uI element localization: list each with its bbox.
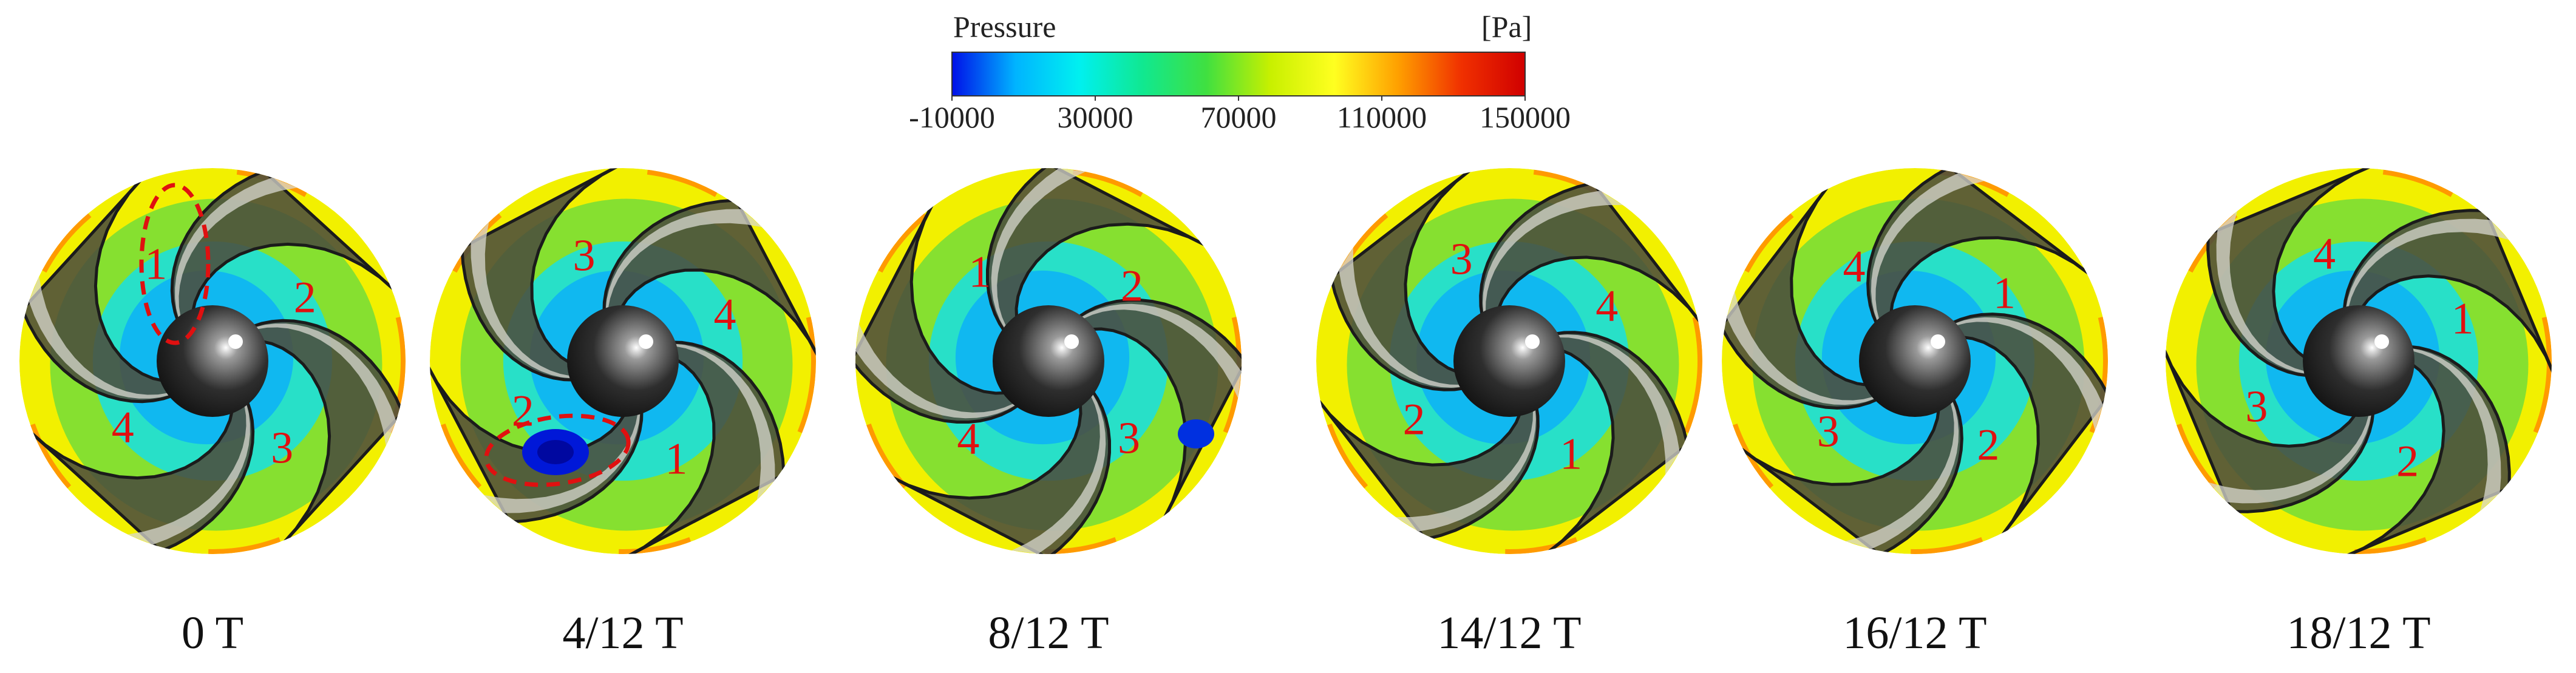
panel-time-label: 14/12 T	[1437, 607, 1582, 658]
hub-specular	[1525, 334, 1540, 349]
blade-number: 2	[1120, 261, 1143, 311]
blade-number: 2	[2396, 436, 2419, 487]
panel-time-label: 4/12 T	[562, 607, 684, 658]
rim-edge	[1722, 168, 2108, 554]
blade-number: 2	[511, 386, 534, 436]
impeller-panel	[19, 168, 406, 554]
hub-specular	[2374, 334, 2389, 349]
blade-number: 1	[144, 239, 168, 289]
colorbar-title: Pressure	[953, 10, 1056, 44]
blade-highlight	[1845, 392, 1959, 549]
colorbar-tick-label: 110000	[1336, 100, 1427, 134]
blade-number: 4	[2313, 229, 2336, 279]
blade-highlight	[1483, 191, 1623, 323]
blade-highlight	[2208, 404, 2373, 504]
blade-number: 1	[665, 434, 688, 484]
impeller-panel	[1316, 168, 1702, 554]
panel-time-label: 8/12 T	[988, 607, 1109, 658]
blade-highlight	[1946, 317, 2103, 431]
blade-highlight	[1339, 247, 1471, 388]
colorbar	[951, 52, 1526, 96]
impeller-blade	[2166, 344, 2375, 513]
blade-number: 2	[293, 272, 316, 323]
hub	[1859, 305, 1971, 417]
blade-number: 3	[1450, 234, 1473, 285]
impeller-panel	[1722, 168, 2108, 554]
blade-highlight	[1395, 399, 1536, 532]
blade-number: 4	[111, 402, 134, 453]
blade-number: 2	[1402, 394, 1426, 445]
rim-edge	[430, 168, 816, 554]
rim-edge	[19, 168, 406, 554]
blade-highlight	[665, 343, 775, 500]
annotation-ellipse	[139, 183, 211, 345]
hub-specular	[1931, 334, 1945, 349]
impeller-blade	[2342, 345, 2511, 554]
colorbar-unit: [Pa]	[1481, 10, 1532, 44]
blade-highlight	[471, 222, 581, 379]
blade-highlight	[175, 177, 297, 328]
colorbar-tick-label: 70000	[1200, 100, 1277, 134]
blade-number: 3	[573, 231, 596, 281]
low-pressure-core	[537, 440, 574, 464]
blade-highlight	[1548, 334, 1680, 475]
blade-number: 3	[1118, 413, 1141, 464]
blade-number: 4	[957, 414, 980, 464]
low-pressure-region	[1178, 419, 1214, 448]
blade-number: 3	[2245, 382, 2268, 432]
blade-number: 4	[1596, 281, 1619, 331]
impeller-panel	[2166, 168, 2552, 554]
panel-time-label: 18/12 T	[2286, 607, 2431, 658]
impeller-blade	[2206, 168, 2376, 377]
blade-highlight	[246, 323, 396, 446]
blade-highlight	[484, 403, 641, 513]
blade-number: 4	[713, 289, 736, 340]
colorbar-tick-label: 30000	[1057, 100, 1133, 134]
impeller-blade	[2342, 209, 2552, 378]
hub-specular	[228, 334, 243, 349]
blade-number: 1	[1993, 268, 2016, 319]
blade-number: 1	[1560, 429, 1583, 479]
blade-number: 3	[1816, 407, 1840, 457]
hub-specular	[1064, 334, 1079, 349]
blade-highlight	[855, 324, 1024, 419]
blade-number: 3	[271, 423, 294, 473]
blade-highlight	[1011, 385, 1106, 554]
blade-number: 4	[1843, 242, 1866, 292]
colorbar-tick-label: 150000	[1480, 100, 1571, 134]
blade-highlight	[127, 394, 250, 545]
blade-number: 1	[968, 247, 991, 297]
hub	[993, 305, 1104, 417]
colorbar-tick-label: -10000	[909, 100, 995, 134]
hub-specular	[639, 334, 653, 349]
hub	[567, 305, 679, 417]
blade-number: 1	[2451, 294, 2474, 344]
blade-number: 2	[1977, 420, 2000, 470]
hub	[157, 305, 268, 417]
panel-time-label: 16/12 T	[1843, 607, 1987, 658]
hub	[2303, 305, 2415, 417]
rim-edge	[1316, 168, 1702, 554]
blade-highlight	[29, 276, 179, 399]
blade-highlight	[1073, 303, 1242, 398]
blade-highlight	[991, 168, 1086, 337]
blade-highlight	[2402, 347, 2501, 512]
annotation-ellipse	[484, 413, 631, 487]
panel-time-label: 0 T	[181, 607, 244, 658]
blade-highlight	[1727, 291, 1884, 405]
blade-highlight	[2216, 211, 2316, 375]
impeller-panel	[430, 168, 816, 554]
blade-highlight	[1871, 173, 1985, 330]
blade-highlight	[2345, 218, 2509, 318]
blade-highlight	[605, 209, 762, 319]
hub	[1453, 305, 1565, 417]
impeller-panel	[855, 168, 1242, 554]
